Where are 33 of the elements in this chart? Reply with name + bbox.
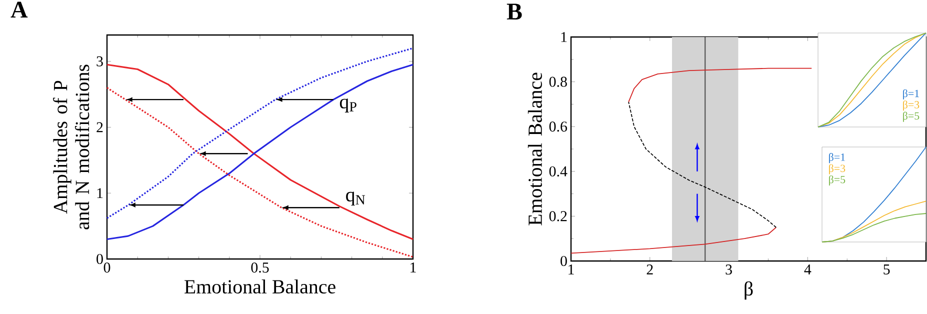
y-tick-label: 1: [561, 32, 567, 42]
x-tick-label: 4: [804, 264, 812, 274]
chart-title: A: [10, 2, 28, 18]
x-tick-label: 0: [104, 262, 110, 273]
y-tick-label: 0.4: [549, 166, 568, 176]
series-label: β=1: [903, 89, 919, 100]
chart-title: B: [506, 4, 522, 20]
x-tick-label: 2: [646, 264, 653, 274]
y-axis-title: Amplitudes of P and N modifications: [53, 64, 90, 230]
y-tick-label: 0.2: [549, 211, 567, 222]
y-tick-label: 3: [96, 56, 103, 66]
y-tick-label: 1: [97, 188, 103, 198]
text: β=3: [903, 100, 920, 111]
line-series: [106, 86, 414, 258]
line-series: [628, 68, 812, 102]
line-series: [106, 47, 414, 219]
x-tick-label: 0.5: [251, 262, 269, 273]
y-axis-title: Emotional Balance: [528, 72, 542, 226]
y-tick-label: 0.6: [549, 122, 568, 132]
y-tick-label: 0: [96, 254, 103, 264]
x-tick-label: 5: [884, 264, 890, 274]
y-tick-label: 2: [96, 122, 103, 132]
text: β=5: [903, 112, 920, 122]
x-tick-label: 1: [410, 262, 416, 272]
x-tick-label: 1: [568, 264, 574, 274]
annotation: q$_{P}$: [340, 98, 356, 112]
x-tick-label: 3: [726, 264, 732, 275]
annotation: q$_{N}$: [346, 192, 366, 206]
x-axis-title: Emotional Balance: [184, 280, 336, 294]
line-series: [628, 102, 777, 228]
line-series: [570, 226, 777, 254]
y-tick-label: 0.8: [549, 76, 567, 87]
x-axis-title: β: [744, 281, 753, 300]
